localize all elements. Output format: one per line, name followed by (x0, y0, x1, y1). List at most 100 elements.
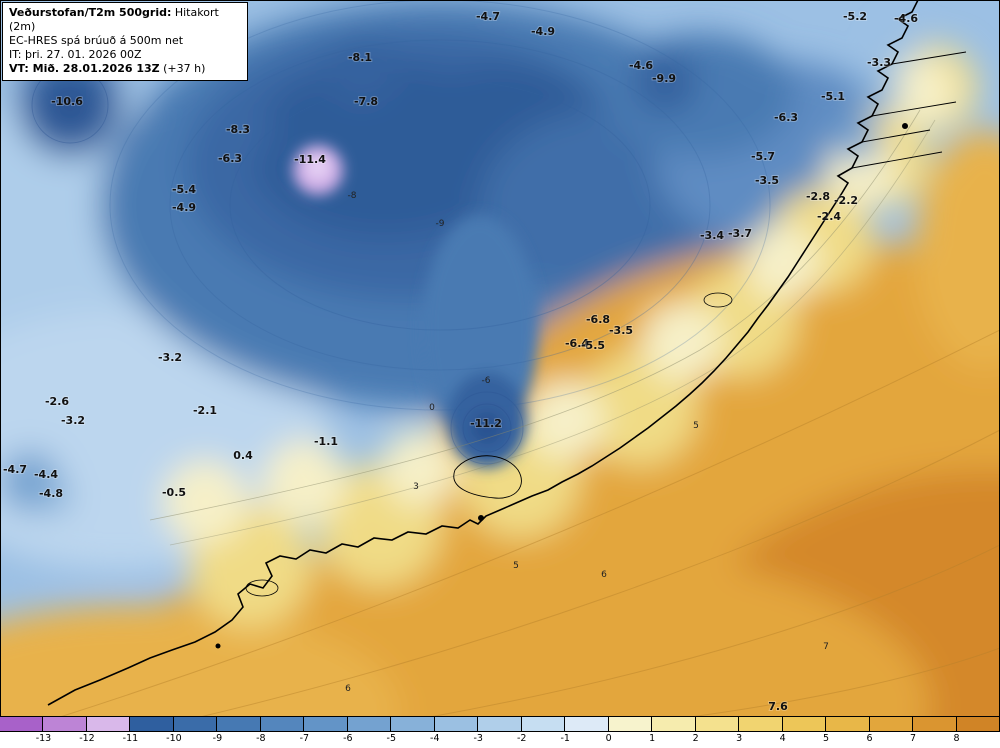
colorbar-tick-label: 4 (779, 733, 786, 744)
temp-label: -6.8 (586, 313, 610, 326)
map-title: Veðurstofan/T2m 500grid: Hitakort (2m) (9, 6, 241, 34)
temp-label: 3 (413, 482, 419, 492)
temp-label: -4.7 (476, 10, 500, 23)
temp-label: 6 (345, 684, 351, 694)
temperature-blobs (0, 0, 1000, 717)
colorbar-cell (652, 717, 696, 731)
temp-label: -3.3 (867, 56, 891, 69)
colorbar-tick-label: 1 (649, 733, 656, 744)
valid-time-main: VT: Mið. 28.01.2026 13Z (9, 62, 160, 75)
temp-label: 0 (429, 403, 435, 413)
colorbar-cell (347, 717, 392, 731)
temp-label: -4.4 (34, 468, 58, 481)
colorbar (0, 717, 1000, 732)
isotherm-contours (31, 0, 1000, 717)
colorbar-tick-label: -9 (212, 733, 223, 744)
temp-label: -4.6 (894, 12, 918, 25)
temp-label: -2.6 (45, 395, 69, 408)
temp-label: -3.7 (728, 227, 752, 240)
colorbar-cell (826, 717, 870, 731)
valid-time-offset: (+37 h) (159, 62, 206, 75)
temp-label: -6.4 (565, 337, 589, 350)
temp-label: -8.3 (226, 123, 250, 136)
valid-time: VT: Mið. 28.01.2026 13Z (+37 h) (9, 62, 241, 76)
temp-label: 6 (601, 570, 607, 580)
temp-label: -2.8 (806, 190, 830, 203)
temp-label: -4.7 (3, 463, 27, 476)
temp-label: -8.1 (348, 51, 372, 64)
temp-label: -1.1 (314, 435, 338, 448)
temp-label: 7 (823, 642, 829, 652)
temp-label: -3.4 (700, 229, 724, 242)
colorbar-cell (782, 717, 827, 731)
temp-label: -6.3 (218, 152, 242, 165)
colorbar-cell (956, 717, 1000, 731)
temp-label: -10.6 (51, 95, 83, 108)
temp-label: -4.8 (39, 487, 63, 500)
colorbar-cell (260, 717, 305, 731)
temp-label: 0.4 (233, 449, 253, 462)
colorbar-cell (608, 717, 653, 731)
temp-label: -3.2 (61, 414, 85, 427)
temperature-labels: -4.7-4.9-5.2 -4.6-3.3-8.1-4.6-9.9-5.1-10.… (2, 9, 919, 714)
colorbar-tick-label: 8 (953, 733, 960, 744)
colorbar-cell (478, 717, 522, 731)
colorbar-cell (695, 717, 740, 731)
temp-label: -8 (348, 191, 357, 201)
colorbar-cell (434, 717, 479, 731)
colorbar-cell (391, 717, 435, 731)
colorbar-cell (217, 717, 261, 731)
model-line: EC-HRES spá brúuð á 500m net (9, 34, 184, 47)
temp-label: -2.4 (817, 210, 841, 223)
colorbar-cell (173, 717, 218, 731)
colorbar-tick-label: -11 (122, 733, 139, 744)
title-product: Veðurstofan/T2m 500grid: (9, 6, 172, 19)
colorbar-cell (739, 717, 783, 731)
temp-label: -3.5 (609, 324, 633, 337)
colorbar-cell (913, 717, 957, 731)
temp-label: -6 (482, 376, 491, 386)
colorbar-cell (86, 717, 131, 731)
temp-label: -5.7 (751, 150, 775, 163)
temp-label: -9 (436, 219, 445, 229)
temp-label: -2.2 (834, 194, 858, 207)
temp-label: 7.6 (768, 700, 788, 713)
temp-label: -7.8 (354, 95, 378, 108)
colorbar-tick-label: 0 (605, 733, 612, 744)
temp-label: -6.3 (774, 111, 798, 124)
title-box: Veðurstofan/T2m 500grid: Hitakort (2m) E… (2, 2, 248, 81)
colorbar-tick-label: -6 (343, 733, 353, 744)
colorbar-cell (130, 717, 174, 731)
colorbar-tick-label: 2 (692, 733, 699, 744)
colorbar-tick-label: -1 (560, 733, 570, 744)
temperature-map: -4.7 -4.9 -5.2 -4.6 -3.3 -8.1 -4.6 -9.9 -5.1 -10.… (0, 0, 1000, 718)
colorbar-cell (565, 717, 609, 731)
temp-label: 5 (693, 421, 699, 431)
colorbar-tick-label: 5 (823, 733, 830, 744)
temp-label: -5.2 (843, 10, 867, 23)
temp-label: -4.9 (172, 201, 196, 214)
temp-label: -5.5 (581, 339, 605, 352)
temp-label: -3.2 (158, 351, 182, 364)
colorbar-tick-label: -3 (473, 733, 483, 744)
colorbar-tick-label: -8 (256, 733, 266, 744)
temp-label: -9.9 (652, 72, 676, 85)
colorbar-cell (521, 717, 566, 731)
temp-label: -3.5 (755, 174, 779, 187)
colorbar-ticks: -13 -12 -11 -10 -9 -8 -7 -6 -5 -4 -3 -2 -1 0 1 2 3 4 5 6 7 8 (0, 732, 1000, 748)
temp-label: -5.1 (821, 90, 845, 103)
temp-label: -4.9 (531, 25, 555, 38)
colorbar-tick-label: -5 (386, 733, 397, 744)
colorbar-tick-label: 6 (866, 733, 873, 744)
temp-label: 5 (513, 561, 519, 571)
temp-label: -0.5 (162, 486, 186, 499)
colorbar-tick-label: -2 (516, 733, 527, 744)
init-time: IT: þri. 27. 01. 2026 00Z (9, 48, 142, 61)
temp-label: -11.4 (294, 153, 326, 166)
colorbar-tick-label: -10 (166, 733, 182, 744)
temp-label: -2.1 (193, 404, 217, 417)
coastline (47, 0, 967, 706)
colorbar-cell (304, 717, 348, 731)
colorbar-tick-label: -4 (430, 733, 440, 744)
